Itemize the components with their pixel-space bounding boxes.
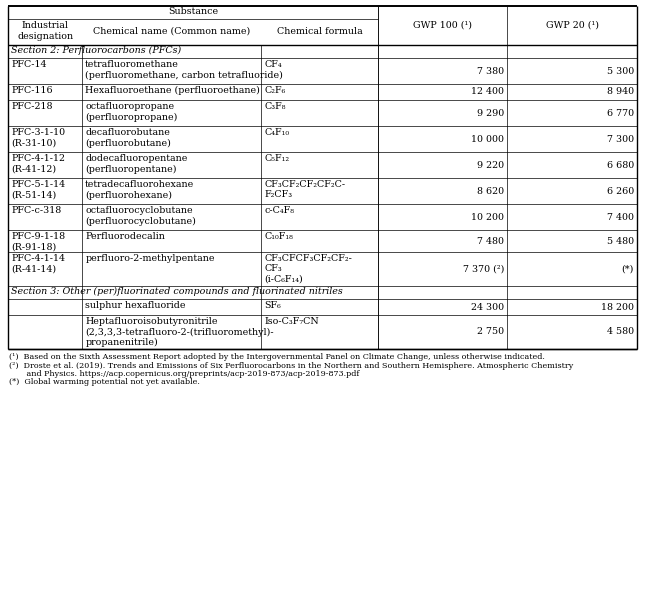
Text: (*): (*) [622, 265, 634, 274]
Text: C₂F₆: C₂F₆ [264, 86, 286, 95]
Text: c-C₄F₈: c-C₄F₈ [264, 206, 295, 215]
Text: 24 300: 24 300 [471, 303, 504, 312]
Text: sulphur hexafluoride: sulphur hexafluoride [85, 301, 186, 310]
Text: 7 370 (²): 7 370 (²) [463, 265, 504, 274]
Text: 10 000: 10 000 [471, 134, 504, 144]
Text: tetradecafluorohexane
(perfluorohexane): tetradecafluorohexane (perfluorohexane) [85, 180, 195, 200]
Text: PFC-9-1-18
(R-91-18): PFC-9-1-18 (R-91-18) [11, 232, 65, 251]
Text: (*)  Global warming potential not yet available.: (*) Global warming potential not yet ava… [9, 379, 200, 387]
Text: 7 380: 7 380 [477, 66, 504, 75]
Text: PFC-5-1-14
(R-51-14): PFC-5-1-14 (R-51-14) [11, 180, 65, 200]
Text: 8 620: 8 620 [477, 186, 504, 195]
Text: Section 2: Perfluorocarbons (PFCs): Section 2: Perfluorocarbons (PFCs) [11, 46, 181, 55]
Text: PFC-c-318: PFC-c-318 [11, 206, 61, 215]
Text: octafluoropropane
(perfluoropropane): octafluoropropane (perfluoropropane) [85, 102, 177, 122]
Text: perfluoro-2-methylpentane: perfluoro-2-methylpentane [85, 254, 215, 263]
Text: PFC-4-1-12
(R-41-12): PFC-4-1-12 (R-41-12) [11, 154, 65, 174]
Text: 9 290: 9 290 [477, 109, 504, 118]
Text: 8 940: 8 940 [607, 87, 634, 96]
Text: 7 400: 7 400 [607, 212, 634, 221]
Text: dodecafluoropentane
(perfluoropentane): dodecafluoropentane (perfluoropentane) [85, 154, 188, 174]
Text: Hexafluoroethane (perfluoroethane): Hexafluoroethane (perfluoroethane) [85, 86, 260, 95]
Text: 4 580: 4 580 [607, 327, 634, 336]
Text: 5 480: 5 480 [607, 236, 634, 245]
Text: tetrafluoromethane
(perfluoromethane, carbon tetrafluoride): tetrafluoromethane (perfluoromethane, ca… [85, 60, 283, 80]
Text: octafluorocyclobutane
(perfluorocyclobutane): octafluorocyclobutane (perfluorocyclobut… [85, 206, 196, 226]
Text: 10 200: 10 200 [471, 212, 504, 221]
Text: CF₃CF₂CF₂CF₂C-
F₂CF₃: CF₃CF₂CF₂CF₂C- F₂CF₃ [264, 180, 346, 200]
Text: C₄F₁₀: C₄F₁₀ [264, 128, 290, 137]
Text: and Physics. https://acp.copernicus.org/preprints/acp-2019-873/acp-2019-873.pdf: and Physics. https://acp.copernicus.org/… [9, 370, 359, 378]
Text: 9 220: 9 220 [477, 160, 504, 169]
Text: C₃F₈: C₃F₈ [264, 102, 286, 111]
Text: GWP 100 (¹): GWP 100 (¹) [413, 21, 472, 30]
Text: (²)  Droste et al. (2019). Trends and Emissions of Six Perfluorocarbons in the N: (²) Droste et al. (2019). Trends and Emi… [9, 362, 573, 370]
Text: SF₆: SF₆ [264, 301, 281, 310]
Text: Industrial
designation: Industrial designation [17, 21, 73, 40]
Text: PFC-218: PFC-218 [11, 102, 52, 111]
Text: Iso-C₃F₇CN: Iso-C₃F₇CN [264, 317, 319, 326]
Text: Chemical formula: Chemical formula [277, 27, 362, 36]
Text: Substance: Substance [168, 7, 218, 16]
Text: (¹)  Based on the Sixth Assessment Report adopted by the Intergovernmental Panel: (¹) Based on the Sixth Assessment Report… [9, 353, 545, 361]
Text: CF₃CFCF₃CF₂CF₂-
CF₃
(i-C₆F₁₄): CF₃CFCF₃CF₂CF₂- CF₃ (i-C₆F₁₄) [264, 254, 352, 284]
Text: 18 200: 18 200 [601, 303, 634, 312]
Text: 7 300: 7 300 [607, 134, 634, 144]
Text: Section 3: Other (per)fluorinated compounds and fluorinated nitriles: Section 3: Other (per)fluorinated compou… [11, 287, 342, 296]
Text: Perfluorodecalin: Perfluorodecalin [85, 232, 165, 241]
Text: PFC-4-1-14
(R-41-14): PFC-4-1-14 (R-41-14) [11, 254, 65, 273]
Text: decafluorobutane
(perfluorobutane): decafluorobutane (perfluorobutane) [85, 128, 171, 148]
Text: CF₄: CF₄ [264, 60, 282, 69]
Text: C₁₀F₁₈: C₁₀F₁₈ [264, 232, 293, 241]
Text: 5 300: 5 300 [607, 66, 634, 75]
Text: PFC-14: PFC-14 [11, 60, 46, 69]
Text: 12 400: 12 400 [471, 87, 504, 96]
Text: PFC-3-1-10
(R-31-10): PFC-3-1-10 (R-31-10) [11, 128, 65, 147]
Text: 7 480: 7 480 [477, 236, 504, 245]
Text: Heptafluoroisobutyronitrile
(2,3,3,3-tetrafluoro-2-(trifluoromethyl)-
propanenit: Heptafluoroisobutyronitrile (2,3,3,3-tet… [85, 317, 274, 347]
Text: 2 750: 2 750 [477, 327, 504, 336]
Text: 6 680: 6 680 [607, 160, 634, 169]
Text: PFC-116: PFC-116 [11, 86, 53, 95]
Text: GWP 20 (¹): GWP 20 (¹) [546, 21, 599, 30]
Text: Chemical name (Common name): Chemical name (Common name) [94, 27, 250, 36]
Text: C₅F₁₂: C₅F₁₂ [264, 154, 290, 163]
Text: 6 260: 6 260 [607, 186, 634, 195]
Text: 6 770: 6 770 [607, 109, 634, 118]
